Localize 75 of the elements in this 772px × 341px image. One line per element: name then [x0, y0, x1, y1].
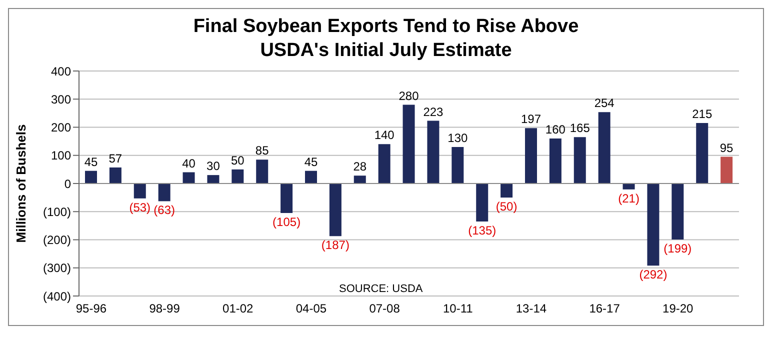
bar [574, 137, 586, 184]
data-label: (292) [639, 268, 668, 282]
data-label: (53) [129, 200, 151, 214]
y-tick-label: (300) [42, 261, 71, 276]
x-tick-label: 95-96 [76, 302, 107, 316]
y-tick-label: 200 [50, 120, 72, 135]
bar [598, 112, 610, 184]
bar [207, 175, 220, 184]
x-tick-label: 04-05 [296, 302, 327, 316]
bar [525, 128, 537, 184]
data-label: 223 [423, 104, 444, 119]
bar [378, 144, 390, 184]
y-tick-label: 300 [50, 92, 72, 106]
y-tick-label: (400) [42, 289, 71, 304]
bar [720, 156, 733, 184]
data-label: 45 [84, 154, 98, 169]
bar [402, 104, 415, 184]
bar [647, 184, 660, 266]
data-label: 130 [448, 130, 468, 145]
bar [549, 138, 562, 184]
data-label: 254 [594, 96, 615, 110]
bar [85, 170, 97, 184]
annotation: SOURCE: USDA [339, 283, 423, 295]
y-tick-label: 100 [50, 148, 72, 163]
data-label: 40 [182, 156, 196, 170]
x-tick-label: 07-08 [369, 302, 400, 316]
bar [256, 160, 268, 184]
x-tick-label: 98-99 [149, 302, 180, 316]
data-label: 160 [545, 122, 566, 136]
bar [109, 167, 122, 184]
bar [134, 184, 146, 198]
y-tick-label: (200) [42, 233, 71, 248]
x-tick-label: 16-17 [589, 302, 620, 316]
bar [427, 120, 440, 184]
data-label: (135) [468, 223, 496, 238]
data-label: (105) [272, 215, 301, 230]
bar [696, 123, 708, 184]
data-label: 165 [570, 121, 590, 136]
data-label: 197 [520, 112, 542, 126]
data-label: 45 [304, 154, 318, 169]
data-label: 50 [230, 153, 245, 168]
data-label: 57 [108, 151, 122, 166]
bar [182, 172, 195, 184]
x-tick-label: 01-02 [222, 302, 254, 316]
bar [232, 169, 244, 184]
data-label: 28 [353, 160, 367, 174]
y-tick-label: 400 [50, 64, 72, 78]
bar [500, 184, 513, 198]
y-tick-label: (100) [42, 204, 71, 219]
data-label: (187) [321, 238, 350, 252]
data-label: 140 [374, 128, 395, 142]
bar [158, 184, 170, 202]
bar [452, 146, 464, 184]
bar [329, 184, 342, 236]
data-label: (21) [618, 191, 640, 206]
data-label: (50) [496, 200, 518, 214]
y-axis-title: Millions of Bushels [14, 124, 29, 243]
data-label: 85 [255, 144, 270, 158]
data-label: 30 [206, 159, 220, 174]
x-tick-label: 19-20 [662, 302, 694, 316]
bar [305, 170, 317, 184]
bar [622, 184, 635, 190]
bar [672, 184, 684, 240]
data-label: (63) [154, 203, 176, 218]
chart-title: Final Soybean Exports Tend to Rise Above USDA's Initial July Estimate [192, 15, 580, 63]
bar [476, 184, 488, 222]
x-tick-label: 13-14 [516, 302, 547, 316]
bar [354, 176, 366, 184]
x-tick-label: 10-11 [442, 302, 474, 316]
data-label: 280 [398, 88, 420, 103]
bar [280, 184, 293, 214]
data-label: 215 [692, 107, 712, 122]
data-label: 95 [720, 140, 734, 155]
data-label: (199) [664, 241, 692, 256]
y-tick-label: 0 [64, 176, 72, 191]
